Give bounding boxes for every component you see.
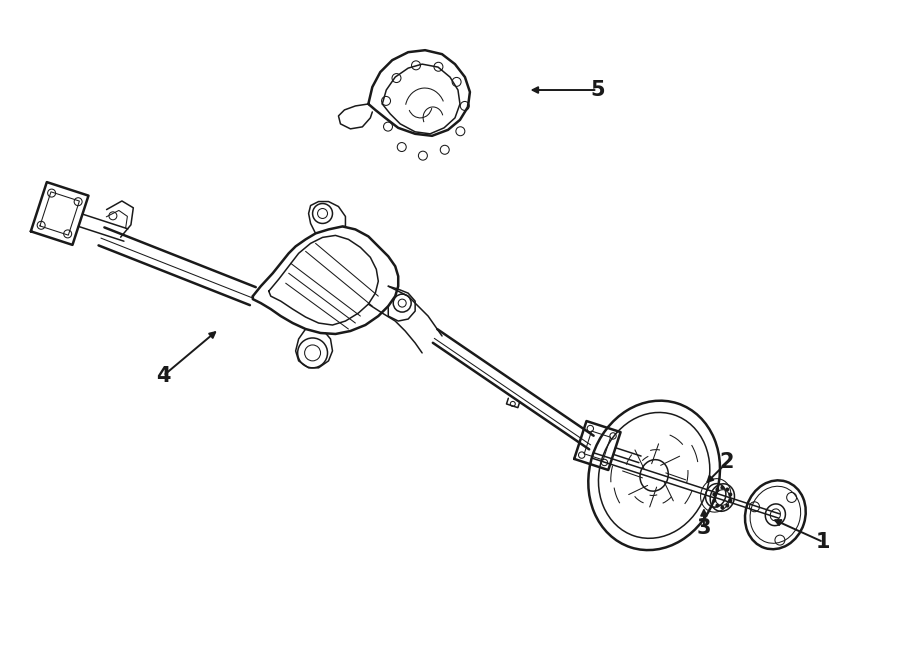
Circle shape [725, 504, 729, 508]
Text: 5: 5 [590, 80, 605, 100]
Text: 4: 4 [156, 366, 170, 386]
Text: 3: 3 [697, 518, 711, 538]
Circle shape [716, 488, 719, 492]
Circle shape [712, 492, 716, 496]
Circle shape [728, 492, 733, 496]
Circle shape [720, 506, 724, 510]
Text: 1: 1 [816, 532, 831, 552]
Circle shape [728, 498, 733, 502]
Circle shape [716, 504, 719, 508]
Circle shape [720, 486, 724, 490]
Circle shape [725, 488, 729, 492]
Text: 2: 2 [720, 452, 734, 473]
Circle shape [712, 498, 716, 502]
